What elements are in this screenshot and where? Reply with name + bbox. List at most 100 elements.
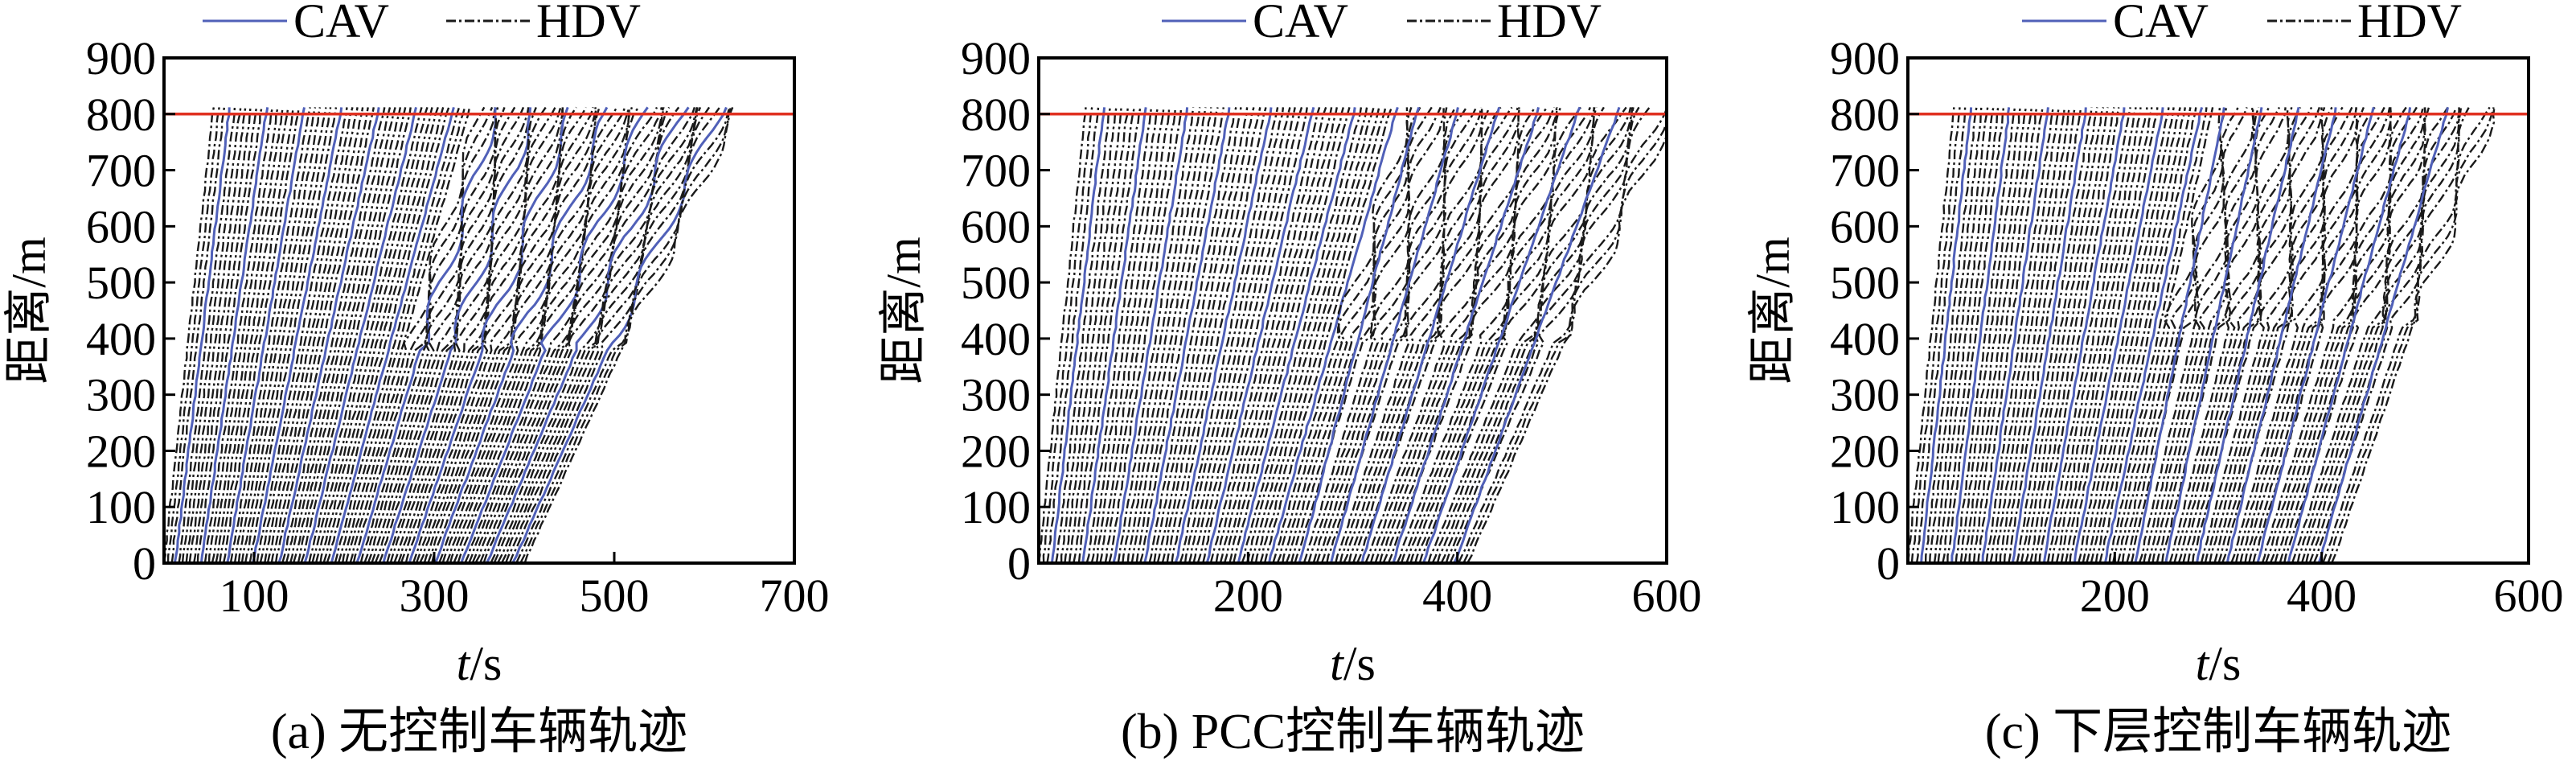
hdv-trajectory	[1263, 106, 1393, 563]
y-tick-label: 900	[86, 32, 156, 84]
hdv-trajectory	[1196, 107, 1303, 563]
cav-trajectory	[1081, 107, 1147, 563]
hdv-trajectory	[2204, 106, 2333, 563]
hdv-trajectory	[2168, 107, 2290, 563]
cav-trajectory	[1330, 107, 1459, 563]
y-tick-label: 400	[1830, 313, 1900, 365]
hdv-trajectory	[1209, 107, 1321, 563]
hdv-trajectory	[430, 107, 601, 563]
cav-trajectory	[1298, 106, 1421, 563]
x-tick-label: 700	[760, 570, 830, 622]
hdv-trajectory	[2090, 107, 2186, 563]
hdv-trajectory	[352, 107, 497, 563]
x-axis-var: t	[1330, 637, 1344, 690]
hdv-trajectory	[2177, 106, 2302, 563]
hdv-trajectory	[337, 107, 466, 563]
hdv-trajectory	[2261, 106, 2407, 563]
cav-trajectory	[1453, 106, 1621, 563]
hdv-trajectory	[1343, 106, 1513, 563]
y-axis-label: 距离/m	[2, 236, 55, 384]
hdv-trajectory	[266, 107, 364, 563]
axes-frame	[1037, 56, 1668, 565]
legend-cav-label: CAV	[293, 0, 389, 47]
y-tick-label: 100	[961, 481, 1031, 533]
hdv-trajectory	[1068, 107, 1129, 563]
panel-caption: (b) PCC控制车辆轨迹	[1121, 705, 1585, 759]
hdv-trajectory	[311, 107, 429, 563]
hdv-trajectory	[359, 107, 499, 563]
panel-caption: (a) 无控制车辆轨迹	[271, 705, 687, 759]
hdv-trajectory	[1908, 107, 1955, 563]
hdv-trajectory	[222, 107, 300, 563]
x-axis-var: t	[457, 637, 471, 690]
cav-trajectory	[1981, 107, 2049, 563]
hdv-trajectory	[2077, 107, 2170, 563]
cav-trajectory	[2287, 107, 2412, 563]
hdv-trajectory	[1055, 107, 1112, 563]
hdv-trajectory	[1968, 107, 2032, 563]
axes-frame	[1906, 56, 2530, 565]
cav-trajectory	[408, 106, 569, 563]
x-tick-label: 400	[1422, 570, 1492, 622]
hdv-trajectory	[457, 106, 640, 563]
legend-hdv-label: HDV	[1497, 0, 1602, 47]
hdv-trajectory	[2003, 107, 2076, 563]
cav-trajectory	[1050, 107, 1106, 563]
hdv-trajectory	[1215, 106, 1327, 563]
hdv-trajectory	[1276, 107, 1413, 563]
hdv-trajectory	[1963, 107, 2028, 563]
x-tick-label: 400	[2287, 570, 2357, 622]
cav-trajectory	[2011, 107, 2087, 563]
y-tick-label: 400	[86, 313, 156, 365]
hdv-trajectory	[240, 107, 327, 563]
panel-caption: (c) 下层控制车辆轨迹	[1985, 705, 2451, 759]
hdv-trajectory	[2020, 107, 2098, 563]
hdv-trajectory	[1462, 118, 1667, 563]
hdv-trajectory	[264, 107, 359, 563]
hdv-trajectory	[2291, 106, 2449, 563]
x-axis-unit: /s	[470, 637, 502, 690]
y-tick-label: 700	[1830, 145, 1900, 197]
hdv-trajectory	[319, 106, 439, 563]
hdv-trajectory	[1245, 107, 1368, 563]
hdv-trajectory	[1999, 107, 2071, 563]
hdv-trajectory	[419, 107, 594, 563]
hdv-trajectory	[1335, 106, 1491, 563]
hdv-trajectory	[1382, 107, 1558, 563]
cav-trajectory	[2164, 107, 2263, 563]
hdv-trajectory	[1972, 107, 2038, 563]
cav-trajectory	[1421, 106, 1581, 563]
hdv-trajectory	[1364, 106, 1536, 563]
hdv-trajectory	[274, 107, 375, 563]
hdv-trajectory	[2138, 107, 2255, 563]
hdv-trajectory	[504, 106, 711, 563]
hdv-trajectory	[1347, 107, 1519, 563]
hdv-trajectory	[482, 106, 680, 563]
hdv-trajectory	[1254, 107, 1380, 563]
y-tick-label: 200	[1830, 425, 1900, 477]
cav-trajectory	[2103, 106, 2204, 563]
hdv-trajectory	[378, 107, 531, 563]
legend: CAV HDV	[2022, 0, 2462, 47]
hdv-trajectory	[1924, 107, 1978, 563]
cav-trajectory	[511, 106, 728, 563]
hdv-trajectory	[166, 107, 220, 563]
hdv-trajectory	[2147, 107, 2260, 563]
hdv-trajectory	[2143, 107, 2257, 563]
hdv-trajectory	[1171, 107, 1267, 563]
hdv-trajectory	[1039, 107, 1087, 563]
cav-trajectory	[2256, 107, 2375, 563]
hdv-trajectory	[2305, 107, 2460, 563]
cav-trajectory	[277, 107, 380, 563]
y-tick-label: 700	[961, 145, 1031, 197]
hdv-trajectory	[367, 106, 516, 563]
hdv-trajectory	[474, 107, 665, 563]
hdv-trajectory	[1436, 107, 1634, 563]
hdv-trajectory	[211, 107, 284, 563]
hdv-trajectory	[2234, 106, 2376, 563]
hdv-trajectory	[2230, 106, 2365, 563]
hdv-trajectory	[1396, 106, 1581, 563]
hdv-trajectory	[1166, 107, 1261, 563]
hdv-trajectory	[233, 107, 317, 563]
